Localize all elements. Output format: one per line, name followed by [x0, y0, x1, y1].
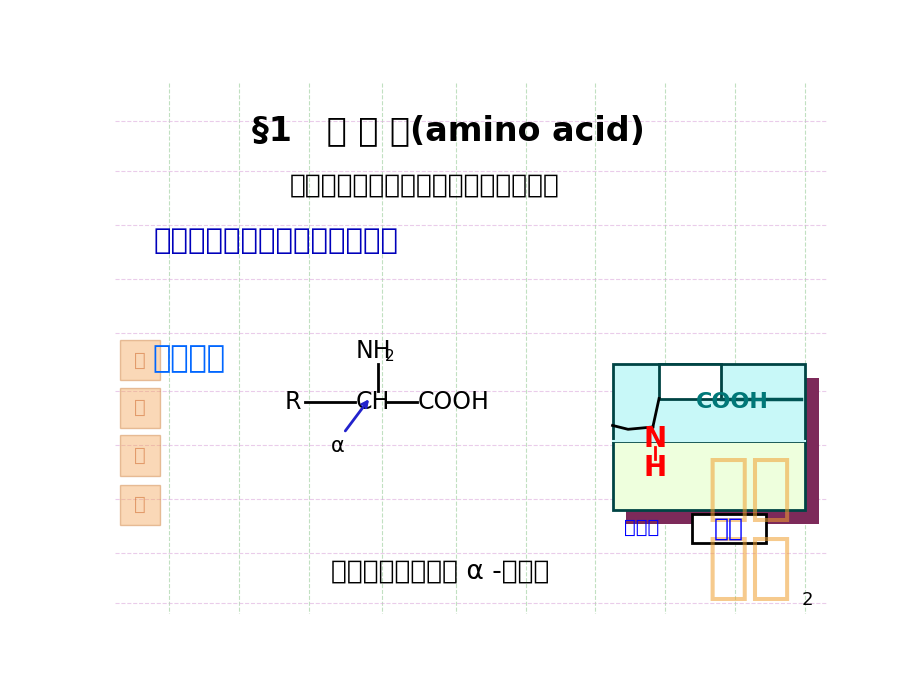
Bar: [626, 377, 818, 524]
Text: 结构通式: 结构通式: [152, 344, 225, 373]
Text: 祥: 祥: [134, 398, 145, 417]
Bar: [119, 435, 160, 475]
Text: H: H: [643, 454, 666, 482]
Text: COOH: COOH: [417, 391, 489, 415]
Text: R: R: [285, 391, 301, 415]
Text: 分子中既含有氨基又含有羧基的化合物: 分子中既含有氨基又含有羧基的化合物: [289, 172, 560, 198]
Text: NH: NH: [355, 339, 391, 363]
Bar: [692, 514, 766, 543]
Text: 例外: 例外: [713, 517, 743, 541]
Text: 祥: 祥: [134, 446, 145, 465]
Text: 一、氨基酸的结构、分类和命名: 一、氨基酸的结构、分类和命名: [153, 226, 398, 255]
Bar: [119, 485, 160, 525]
Text: 2: 2: [384, 349, 394, 364]
Bar: [612, 364, 804, 441]
Text: 2: 2: [800, 591, 812, 609]
Bar: [658, 364, 720, 399]
Text: §1   氨 基 酸(amino acid): §1 氨 基 酸(amino acid): [252, 114, 644, 147]
Text: α: α: [331, 436, 345, 456]
Text: 祥: 祥: [134, 495, 145, 514]
Text: N: N: [643, 424, 666, 453]
Text: 所有的氨基酸都是 α -氨基酸: 所有的氨基酸都是 α -氨基酸: [331, 559, 549, 584]
Text: 祥: 祥: [134, 351, 145, 370]
Text: COOH: COOH: [696, 393, 768, 413]
Text: CH: CH: [355, 391, 390, 415]
Bar: [119, 340, 160, 380]
Bar: [612, 441, 804, 510]
Bar: [119, 388, 160, 428]
Text: 腺氨酸: 腺氨酸: [624, 518, 659, 538]
